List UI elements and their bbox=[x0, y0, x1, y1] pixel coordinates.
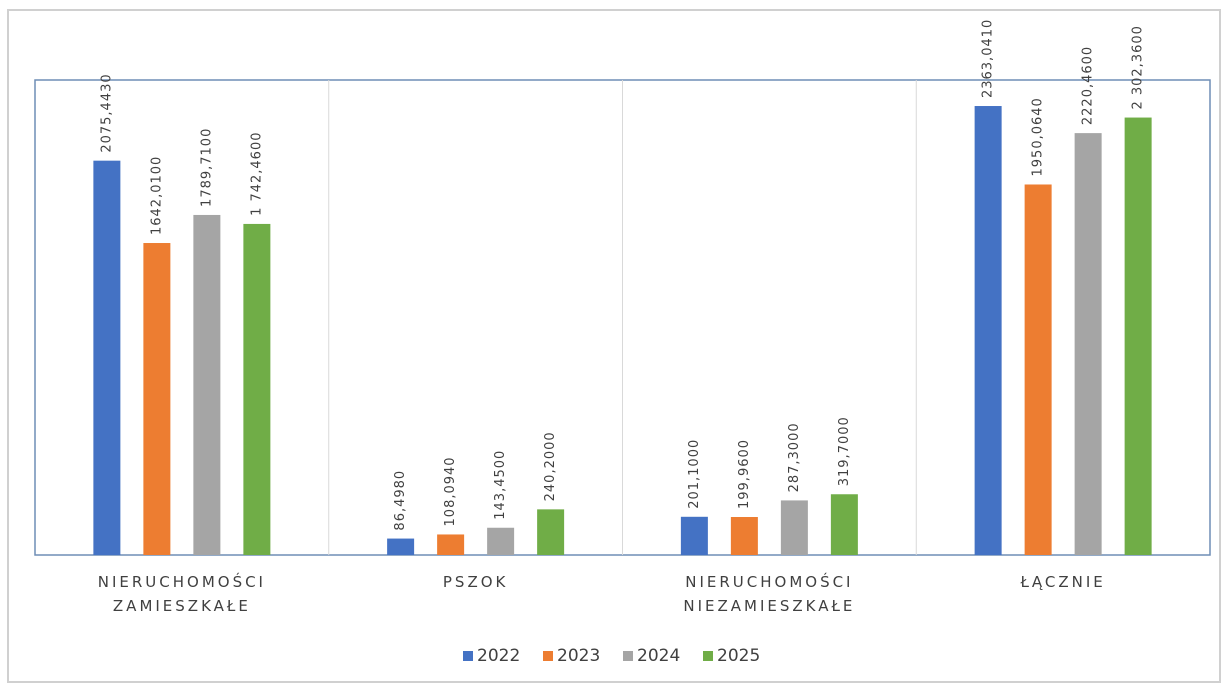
x-tick-label: PSZOK bbox=[442, 573, 509, 591]
x-tick-label: ŁĄCZNIE bbox=[1020, 573, 1106, 591]
bar bbox=[193, 214, 221, 556]
value-label: 2220,4600 bbox=[1081, 46, 1096, 125]
chart-frame bbox=[7, 9, 1221, 683]
bar bbox=[1124, 117, 1152, 555]
bar bbox=[93, 160, 121, 555]
legend-swatch bbox=[543, 651, 553, 661]
value-label: 240,2000 bbox=[543, 431, 558, 501]
legend-label: 2024 bbox=[637, 646, 680, 666]
bar bbox=[387, 538, 415, 555]
legend-label: 2022 bbox=[477, 646, 520, 666]
value-label: 1 742,4600 bbox=[249, 131, 264, 215]
bar bbox=[537, 509, 565, 555]
value-label: 201,1000 bbox=[687, 439, 702, 509]
value-label: 143,4500 bbox=[493, 450, 508, 520]
value-label: 2363,0410 bbox=[981, 19, 996, 98]
value-label: 319,7000 bbox=[837, 416, 852, 486]
bar bbox=[487, 527, 515, 555]
value-label: 86,4980 bbox=[393, 470, 408, 531]
bar bbox=[974, 106, 1002, 555]
bar bbox=[780, 500, 808, 555]
bar bbox=[1024, 184, 1052, 555]
bar bbox=[143, 243, 171, 555]
value-label: 108,0940 bbox=[443, 456, 458, 526]
bar bbox=[437, 534, 465, 555]
legend-swatch bbox=[623, 651, 633, 661]
value-label: 199,9600 bbox=[737, 439, 752, 509]
value-label: 1789,7100 bbox=[199, 128, 214, 207]
bar bbox=[730, 517, 758, 555]
bar bbox=[830, 494, 858, 555]
legend-label: 2025 bbox=[717, 646, 760, 666]
value-label: 1642,0100 bbox=[149, 156, 164, 235]
x-tick-label: NIERUCHOMOŚCI NIEZAMIESZKAŁE bbox=[683, 573, 856, 615]
bar bbox=[1074, 133, 1102, 555]
bar bbox=[243, 223, 271, 555]
value-label: 1950,0640 bbox=[1031, 97, 1046, 176]
legend-swatch bbox=[703, 651, 713, 661]
bar bbox=[680, 516, 708, 555]
legend-label: 2023 bbox=[557, 646, 600, 666]
x-tick-label: NIERUCHOMOŚCI ZAMIESZKAŁE bbox=[97, 573, 266, 615]
value-label: 2075,4430 bbox=[99, 73, 114, 152]
value-label: 287,3000 bbox=[787, 422, 802, 492]
value-label: 2 302,3600 bbox=[1131, 25, 1146, 109]
legend-swatch bbox=[463, 651, 473, 661]
